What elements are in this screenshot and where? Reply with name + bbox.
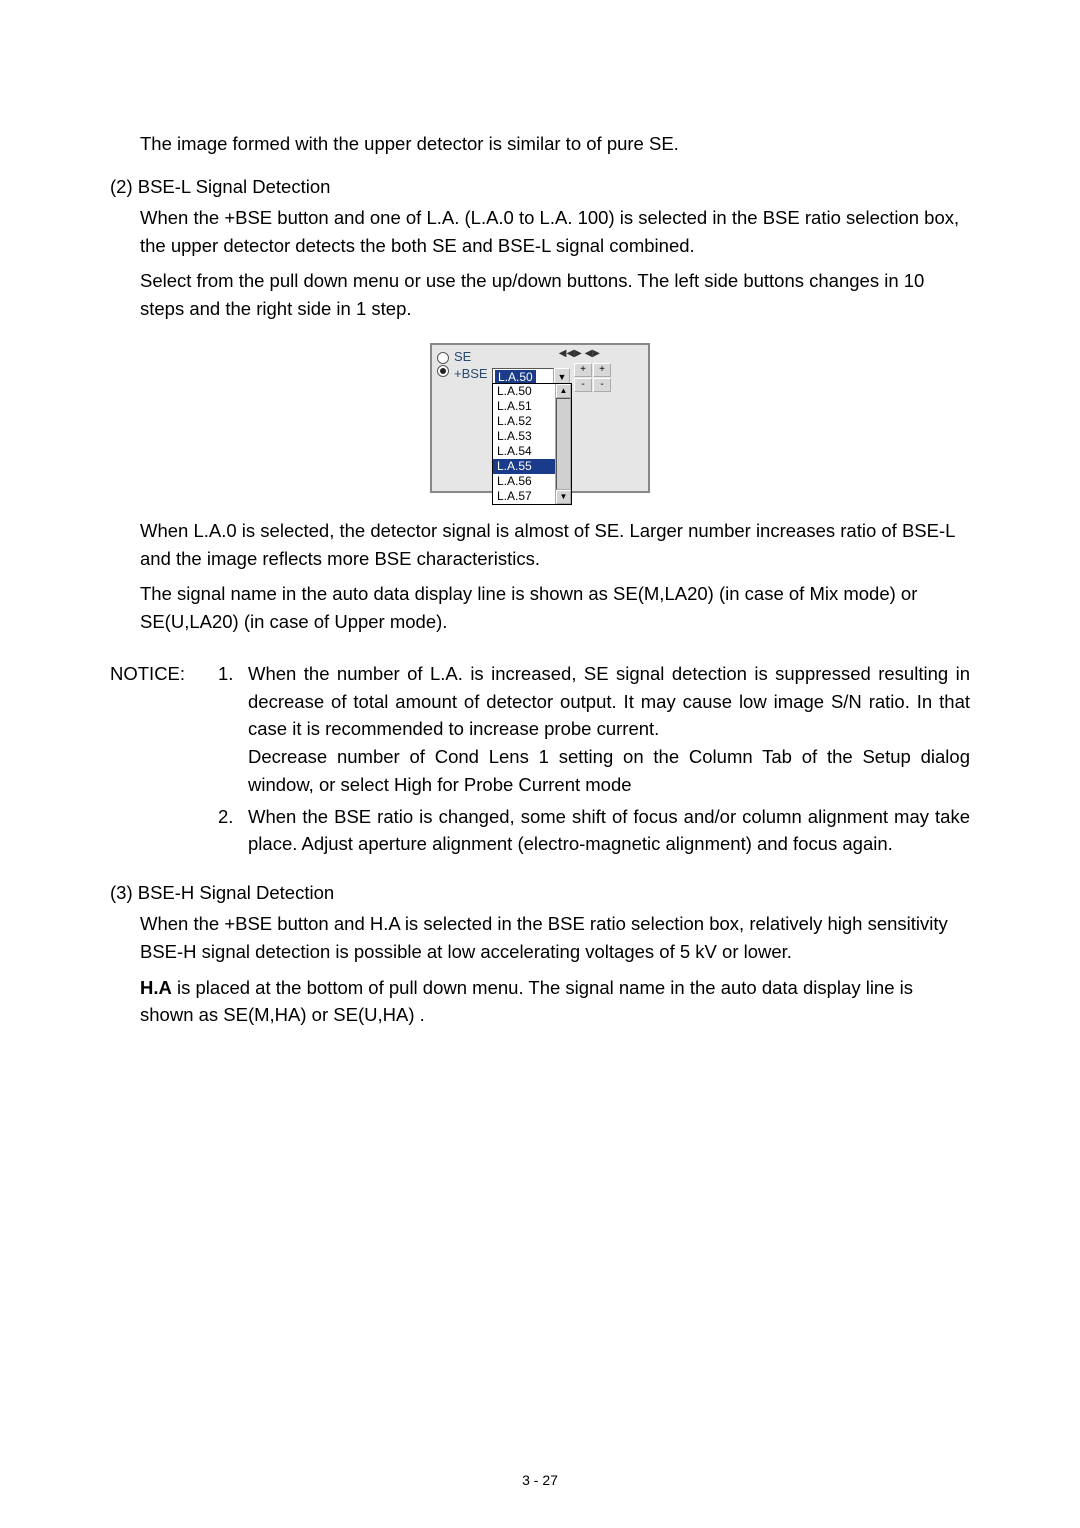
radio-bse-label: +BSE [454,365,488,382]
notice-1-num: 1. [218,660,248,799]
bold-ha: H.A [140,977,172,998]
section-3-p1: When the +BSE button and H.A is selected… [110,910,970,966]
section-3-p2: H.A is placed at the bottom of pull down… [110,974,970,1030]
list-item[interactable]: L.A.53 [493,429,555,444]
section-2-p1: When the +BSE button and one of L.A. (L.… [110,204,970,260]
after-p1: When L.A.0 is selected, the detector sig… [110,517,970,573]
list-item[interactable]: L.A.54 [493,444,555,459]
dropdown-list[interactable]: L.A.50 L.A.51 L.A.52 L.A.53 L.A.54 L.A.5… [492,383,572,505]
list-item[interactable]: L.A.50 [493,384,555,399]
section-3-title: (3) BSE-H Signal Detection [110,882,970,904]
notice-label: NOTICE: [110,660,218,862]
section-3-p2b: is placed at the bottom of pull down men… [140,977,913,1026]
notice-2-num: 2. [218,803,248,859]
arrows-label: ◀◀▶ ◀▶ [559,348,600,359]
after-p2: The signal name in the auto data display… [110,580,970,636]
radio-se[interactable] [437,352,449,364]
radio-bse[interactable] [437,365,449,377]
scroll-up[interactable]: ▲ [556,384,571,398]
list-item-selected[interactable]: L.A.55 [493,459,555,474]
step-down-10[interactable]: - [574,378,592,392]
list-item[interactable]: L.A.57 [493,489,555,504]
ui-screenshot: SE +BSE ◀◀▶ ◀▶ L.A.50 ▼ + + - - L.A.50 L… [110,343,970,493]
list-item[interactable]: L.A.51 [493,399,555,414]
notice-1-text: When the number of L.A. is increased, SE… [248,663,970,740]
list-item[interactable]: L.A.56 [493,474,555,489]
radio-se-label: SE [454,348,488,365]
list-item[interactable]: L.A.52 [493,414,555,429]
section-2-title: (2) BSE-L Signal Detection [110,176,970,198]
scroll-down[interactable]: ▼ [556,490,571,504]
step-up-1[interactable]: + [593,363,611,377]
notice-2-text: When the BSE ratio is changed, some shif… [248,803,970,859]
scroll-track[interactable] [556,398,571,490]
step-down-1[interactable]: - [593,378,611,392]
page-number: 3 - 27 [0,1472,1080,1488]
section-2-p2: Select from the pull down menu or use th… [110,267,970,323]
notice-1b-text: Decrease number of Cond Lens 1 setting o… [248,746,970,795]
intro-text: The image formed with the upper detector… [110,130,970,158]
step-up-10[interactable]: + [574,363,592,377]
